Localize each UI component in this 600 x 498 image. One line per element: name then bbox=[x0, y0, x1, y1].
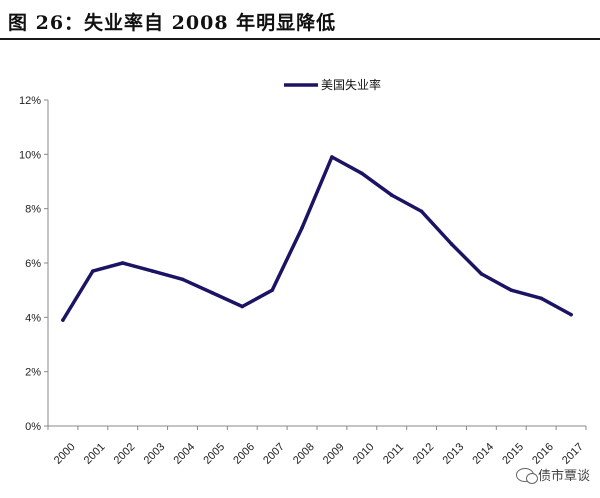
x-tick-label: 2012 bbox=[411, 441, 437, 467]
x-tick-label: 2015 bbox=[500, 441, 526, 467]
x-tick-label: 2006 bbox=[231, 441, 257, 467]
x-tick-label: 2014 bbox=[470, 441, 496, 467]
data-point bbox=[150, 269, 155, 273]
data-point bbox=[449, 242, 454, 246]
x-tick-label: 2008 bbox=[291, 441, 317, 467]
y-tick-label: 10% bbox=[19, 149, 41, 161]
x-tick-label: 2016 bbox=[530, 441, 556, 467]
x-tick-label: 2011 bbox=[381, 441, 406, 466]
data-point bbox=[270, 288, 274, 292]
y-tick-label: 8% bbox=[25, 204, 41, 216]
data-point bbox=[210, 291, 215, 295]
chart-title: 图 26：失业率自 2008 年明显降低 bbox=[8, 12, 337, 34]
data-point bbox=[91, 269, 95, 273]
data-point bbox=[240, 304, 245, 309]
x-tick-label: 2013 bbox=[440, 441, 466, 467]
x-tick-label: 2007 bbox=[261, 441, 287, 467]
data-point bbox=[61, 318, 65, 322]
data-point bbox=[419, 209, 424, 214]
data-point bbox=[330, 155, 334, 159]
legend: 美国失业率 bbox=[284, 77, 381, 92]
data-point bbox=[300, 225, 304, 230]
wechat-icon bbox=[515, 467, 538, 484]
x-tick-label: 2009 bbox=[321, 441, 347, 467]
x-tick-label: 2001 bbox=[82, 441, 108, 467]
data-point bbox=[389, 193, 394, 197]
y-tick-label: 6% bbox=[25, 258, 41, 270]
x-tick-labels: 2000 2001 2002 2003 2004 2005 2006 2007 2008 2009… bbox=[52, 441, 586, 467]
x-tick-label: 2004 bbox=[171, 441, 197, 467]
data-point bbox=[569, 312, 573, 317]
y-tick-label: 12% bbox=[19, 95, 41, 107]
axes bbox=[44, 99, 587, 430]
title-bar: 图 26：失业率自 2008 年明显降低 bbox=[0, 0, 600, 40]
x-tick-label: 2017 bbox=[560, 441, 586, 467]
data-point bbox=[120, 261, 125, 265]
x-tick-label: 2002 bbox=[112, 441, 138, 467]
x-tick-label: 2005 bbox=[201, 441, 227, 467]
x-tick-label: 2010 bbox=[351, 441, 377, 467]
y-tick-label: 0% bbox=[25, 421, 41, 433]
y-tick-label: 2% bbox=[25, 367, 41, 379]
y-tick-labels: 0% 2% 4% 6% 8% 10% 12% bbox=[19, 95, 41, 433]
y-tick-label: 4% bbox=[25, 312, 41, 324]
series-line bbox=[61, 155, 573, 322]
x-tick-label: 2000 bbox=[52, 441, 78, 467]
watermark-text: 债市覃谈 bbox=[537, 469, 590, 484]
data-point bbox=[509, 288, 514, 292]
x-tick-label: 2003 bbox=[142, 441, 168, 467]
data-point bbox=[360, 171, 364, 176]
watermark: 债市覃谈 bbox=[515, 465, 590, 484]
data-point bbox=[180, 277, 185, 282]
data-point bbox=[539, 296, 543, 301]
series-layer bbox=[61, 155, 573, 322]
data-point bbox=[479, 272, 484, 276]
legend-label: 美国失业率 bbox=[321, 77, 381, 92]
unemployment-line-chart: 0%2%4%6%8%10%12% 2000 2001 2002 2003 2004 200… bbox=[19, 77, 587, 467]
